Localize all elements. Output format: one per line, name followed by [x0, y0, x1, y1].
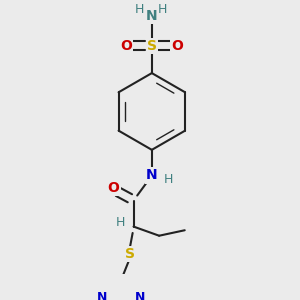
Text: H: H — [158, 3, 167, 16]
Text: S: S — [147, 39, 157, 53]
Text: H: H — [116, 216, 125, 230]
Text: O: O — [172, 39, 183, 53]
Text: N: N — [97, 291, 107, 300]
Text: N: N — [146, 168, 158, 182]
Text: N: N — [146, 8, 158, 22]
Text: O: O — [107, 181, 119, 195]
Text: H: H — [164, 173, 173, 187]
Text: H: H — [134, 3, 144, 16]
Text: O: O — [120, 39, 132, 53]
Text: S: S — [125, 247, 135, 261]
Text: N: N — [135, 291, 145, 300]
